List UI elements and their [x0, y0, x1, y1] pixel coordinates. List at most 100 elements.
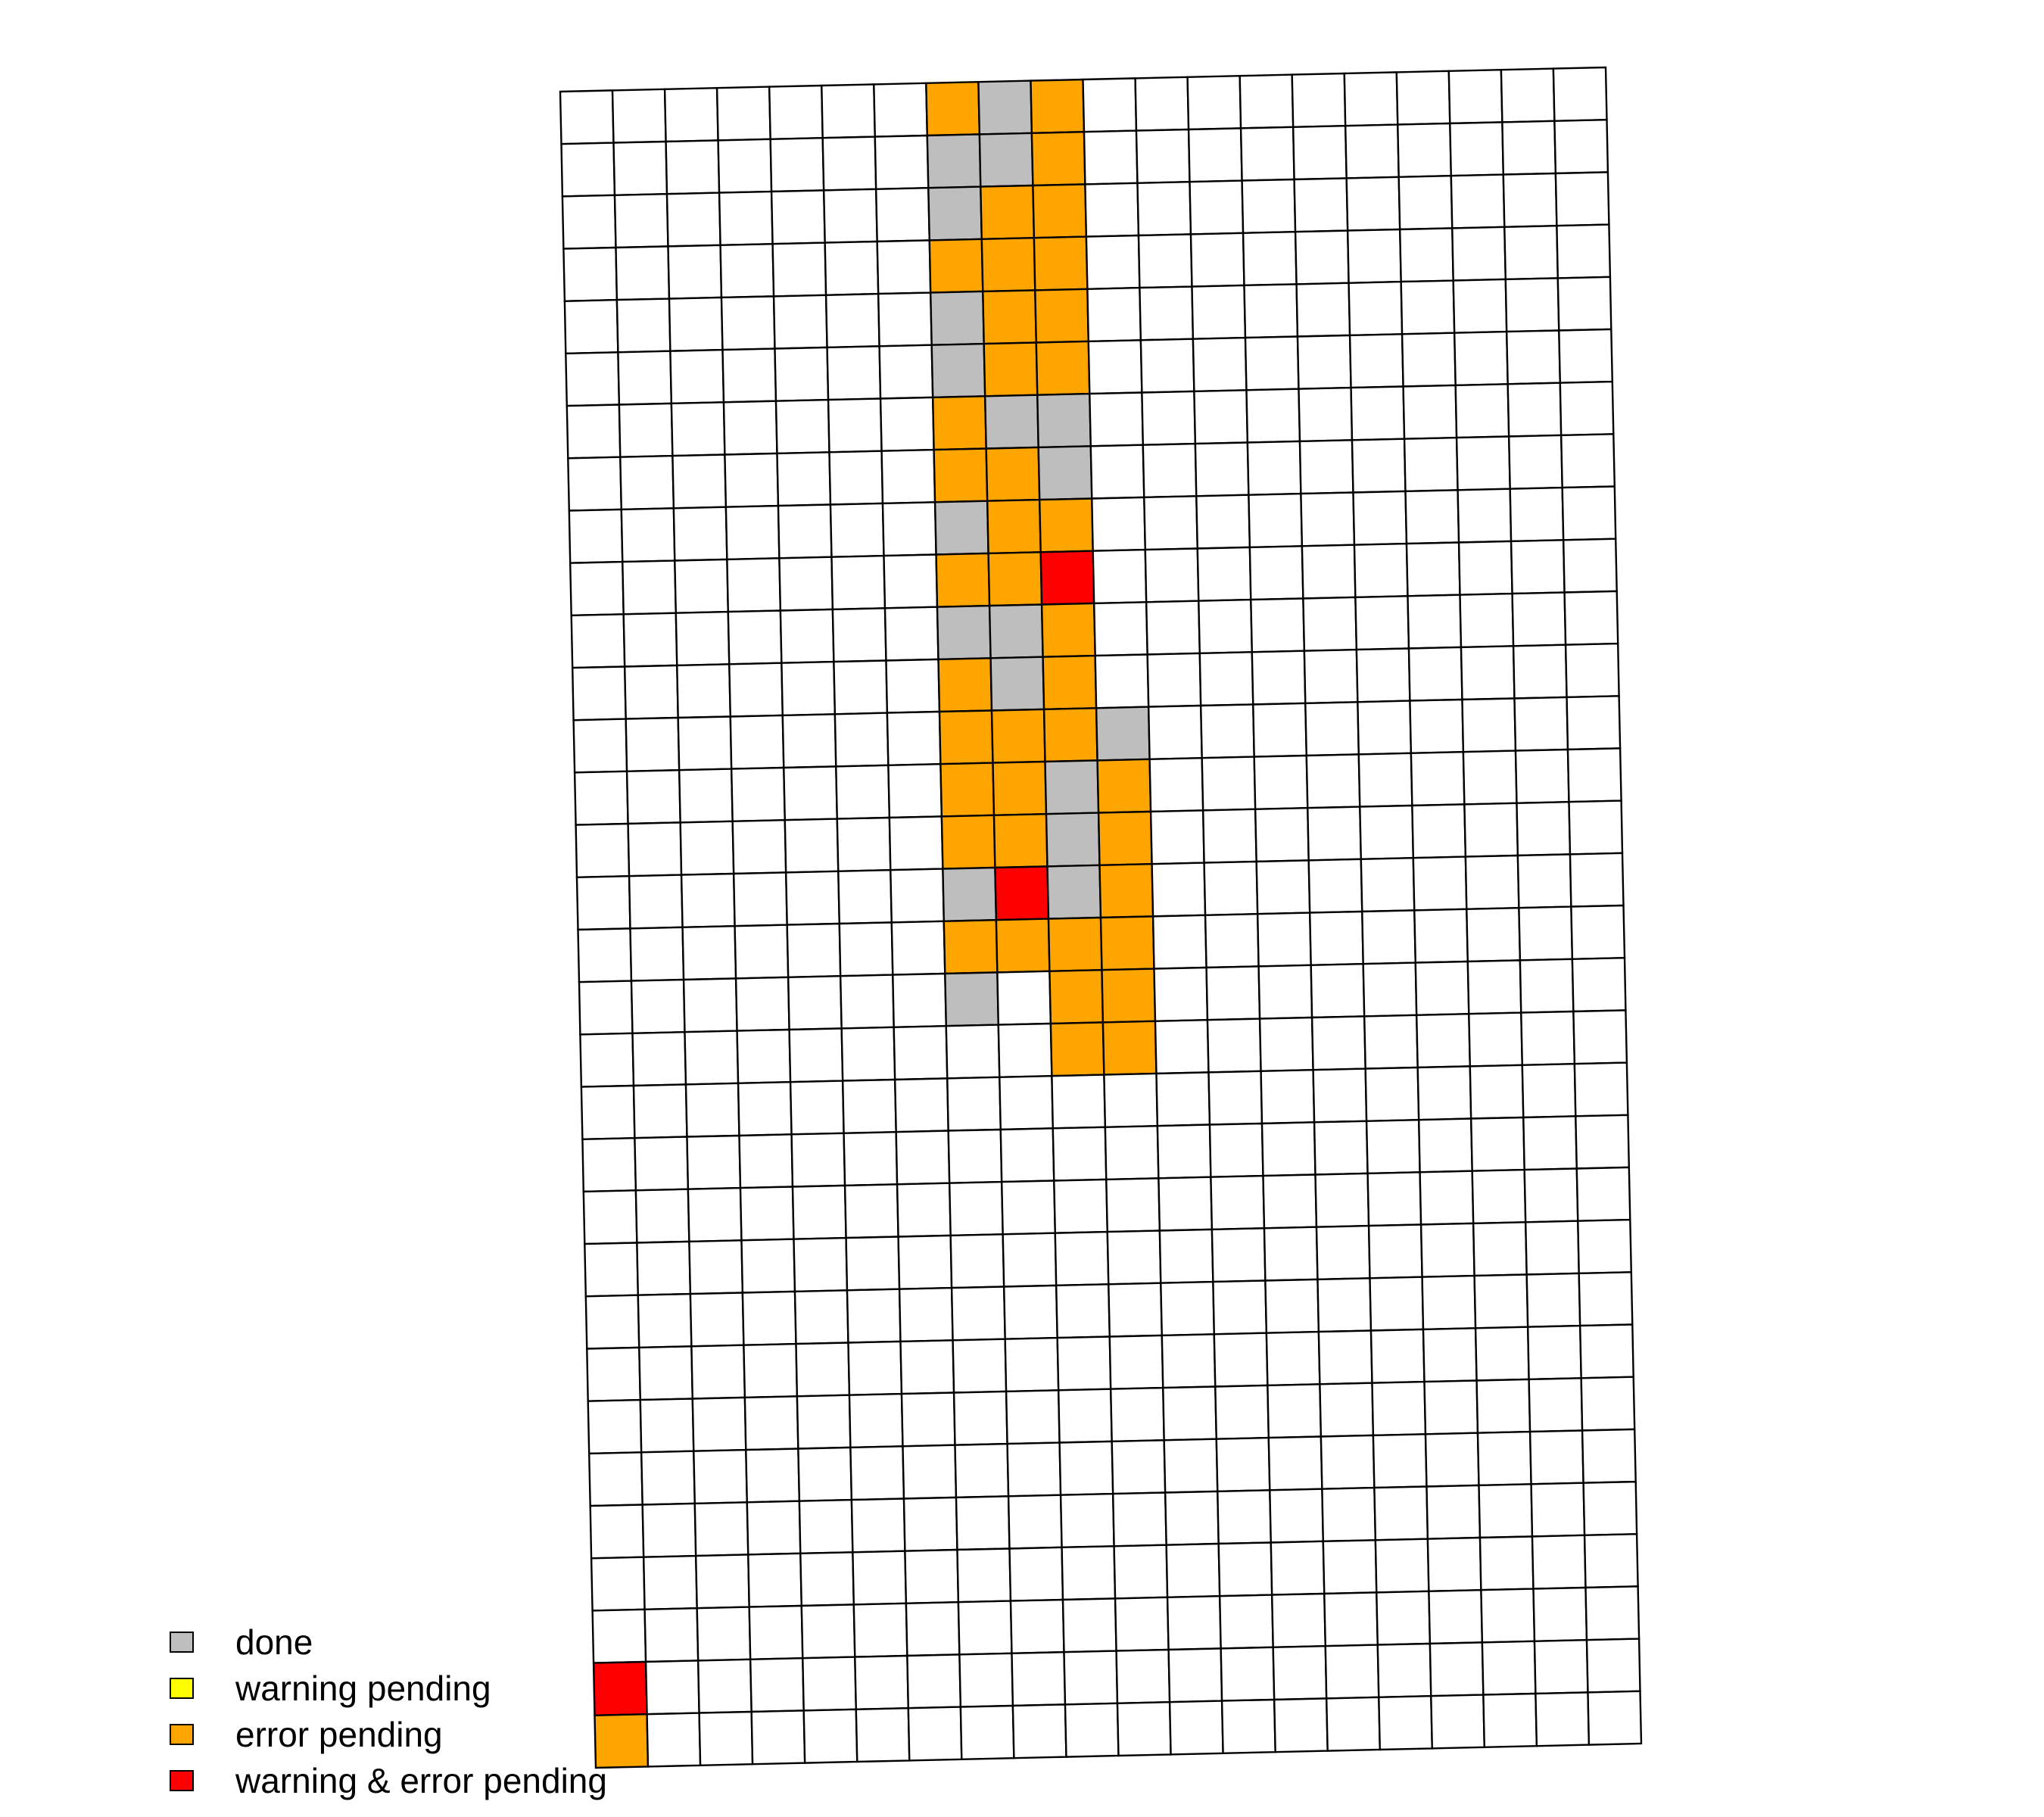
- grid-cell-empty: [1303, 648, 1359, 705]
- grid-cell-empty: [1531, 1534, 1587, 1590]
- grid-cell-empty: [1220, 1646, 1276, 1702]
- grid-cell-empty: [852, 1550, 908, 1606]
- grid-cell-empty: [1053, 1178, 1109, 1234]
- grid-cell-empty: [1058, 1440, 1114, 1496]
- grid-cell-empty: [1295, 282, 1351, 338]
- grid-cell-done: [927, 185, 983, 242]
- grid-cell-empty: [1360, 856, 1416, 913]
- grid-cell-empty: [1373, 1485, 1429, 1541]
- grid-cell-empty: [613, 192, 669, 249]
- grid-cell-empty: [1239, 73, 1295, 129]
- grid-cell-empty: [1566, 747, 1622, 803]
- grid-cell-empty: [646, 1712, 702, 1768]
- grid-cell-empty: [1563, 590, 1619, 646]
- grid-cell-empty: [1254, 806, 1310, 863]
- grid-cell-empty: [1402, 384, 1458, 440]
- grid-cell-empty: [843, 1183, 899, 1239]
- grid-cell-empty: [1504, 277, 1560, 333]
- grid-cell-empty: [788, 1027, 844, 1083]
- grid-cell-empty: [945, 1024, 1001, 1080]
- grid-cell-empty: [1296, 334, 1352, 390]
- grid-cell-error-pending: [933, 447, 989, 503]
- grid-cell-empty: [1372, 1433, 1428, 1489]
- grid-cell-empty: [1450, 173, 1506, 229]
- grid-cell-empty: [831, 607, 887, 663]
- grid-cell-empty: [883, 606, 939, 662]
- grid-cell-empty: [892, 972, 948, 1029]
- grid-cell-empty: [890, 920, 946, 976]
- grid-cell-empty: [631, 1030, 687, 1087]
- grid-cell-empty: [955, 1495, 1011, 1551]
- grid-cell-empty: [625, 768, 681, 825]
- grid-cell-empty: [771, 242, 827, 298]
- grid-cell-empty: [1161, 1333, 1217, 1389]
- grid-cell-empty: [787, 974, 843, 1031]
- grid-cell-empty: [1087, 339, 1143, 395]
- grid-cell-empty: [855, 1706, 911, 1763]
- grid-cell-empty: [1292, 124, 1348, 181]
- grid-cell-empty: [1395, 70, 1451, 126]
- grid-cell-empty: [1564, 642, 1620, 699]
- grid-cell-empty: [1313, 1120, 1369, 1176]
- grid-cell-empty: [902, 1496, 958, 1552]
- grid-cell-empty: [877, 291, 933, 348]
- grid-cell-empty: [1535, 1691, 1591, 1747]
- grid-cell-empty: [1345, 176, 1401, 232]
- grid-cell-empty: [1376, 1590, 1432, 1646]
- grid-cell-empty: [637, 1292, 693, 1349]
- grid-cell-empty: [580, 1084, 636, 1141]
- grid-cell-empty: [1135, 128, 1191, 185]
- grid-cell-empty: [847, 1340, 903, 1396]
- grid-cell-empty: [1472, 1221, 1528, 1277]
- grid-cell-empty: [1512, 644, 1568, 700]
- grid-cell-error-pending: [1047, 916, 1103, 973]
- grid-cell-error-pending: [1034, 288, 1090, 344]
- grid-cell-empty: [636, 1240, 692, 1296]
- grid-cell-done: [936, 604, 992, 661]
- grid-cell-error-pending: [1038, 497, 1094, 553]
- grid-cell-error-pending: [940, 814, 996, 870]
- grid-cell-empty: [730, 766, 787, 823]
- grid-cell-empty: [829, 502, 885, 558]
- grid-cell-empty: [902, 1444, 958, 1500]
- grid-cell-empty: [721, 348, 777, 404]
- grid-cell-empty: [1267, 1435, 1323, 1491]
- grid-cell-empty: [634, 1188, 690, 1244]
- grid-cell-empty: [947, 1128, 1003, 1184]
- grid-cell-empty: [747, 1552, 803, 1608]
- grid-cell-empty: [1582, 1480, 1638, 1537]
- grid-cell-empty: [1400, 279, 1456, 335]
- grid-cell-empty: [1255, 859, 1311, 915]
- grid-cell-empty: [1052, 1126, 1108, 1182]
- grid-cell-empty: [873, 82, 929, 138]
- grid-cell-error-pending: [992, 760, 1048, 817]
- grid-cell-empty: [611, 88, 667, 144]
- grid-cell-empty: [696, 1658, 752, 1714]
- grid-cell-empty: [1304, 701, 1360, 757]
- grid-cell-empty: [802, 1708, 858, 1764]
- grid-cell-empty: [1519, 958, 1575, 1014]
- grid-cell-empty: [905, 1600, 961, 1657]
- grid-cell-empty: [627, 821, 683, 877]
- grid-cell-empty: [781, 660, 837, 717]
- grid-cell-empty: [642, 1554, 698, 1611]
- grid-cell-empty: [1376, 1642, 1432, 1699]
- grid-cell-empty: [739, 1186, 795, 1242]
- grid-cell-empty: [852, 1602, 908, 1658]
- grid-cell-empty: [1324, 1644, 1380, 1700]
- grid-cell-empty: [1449, 121, 1505, 177]
- grid-cell-empty: [1260, 1121, 1316, 1177]
- grid-cell-empty: [1204, 912, 1260, 969]
- grid-cell-empty: [949, 1233, 1005, 1289]
- grid-cell-empty: [1466, 906, 1522, 963]
- grid-cell-empty: [679, 820, 735, 876]
- grid-cell-empty: [1568, 799, 1624, 856]
- grid-cell-empty: [1319, 1382, 1375, 1438]
- grid-cell-error-pending: [938, 709, 994, 765]
- grid-cell-empty: [1526, 1324, 1582, 1381]
- grid-cell-empty: [798, 1498, 854, 1555]
- grid-cell-empty: [1578, 1271, 1634, 1327]
- grid-cell-empty: [1478, 1483, 1534, 1539]
- grid-cell-empty: [691, 1396, 747, 1452]
